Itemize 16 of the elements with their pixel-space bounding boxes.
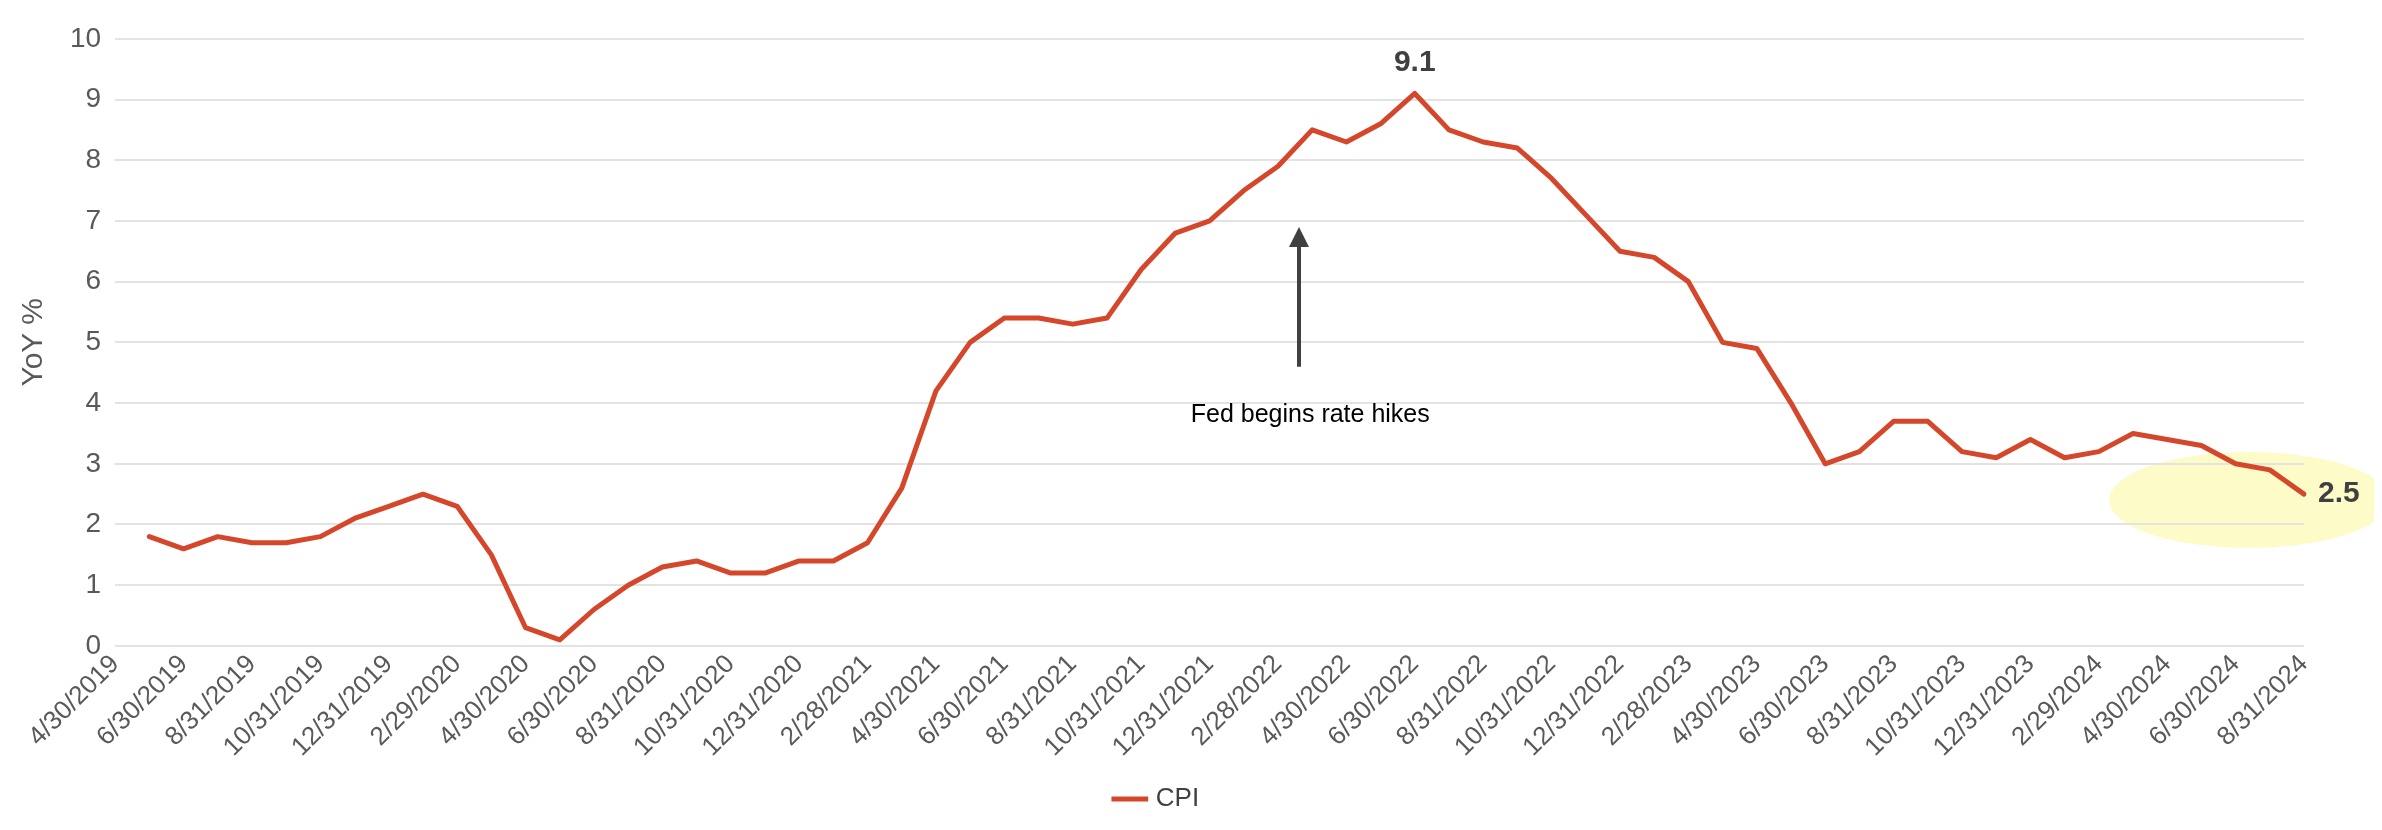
y-tick-label: 10 bbox=[69, 21, 102, 53]
data-label: 9.1 bbox=[1393, 43, 1436, 77]
data-label: 2.5 bbox=[2318, 475, 2360, 509]
y-tick-label: 4 bbox=[85, 385, 102, 417]
y-tick-label: 3 bbox=[85, 446, 102, 478]
y-tick-label: 0 bbox=[85, 628, 102, 660]
annotation: Fed begins rate hikes bbox=[1190, 399, 1430, 428]
y-tick-label: 5 bbox=[85, 325, 102, 357]
y-tick-label: 9 bbox=[85, 82, 102, 114]
y-tick-label: 2 bbox=[85, 507, 102, 539]
legend-label: CPI bbox=[1155, 782, 1200, 813]
y-tick-label: 1 bbox=[85, 567, 102, 599]
y-tick-label: 6 bbox=[85, 264, 102, 296]
y-tick-label: 8 bbox=[85, 142, 102, 174]
y-tick-label: 7 bbox=[85, 203, 102, 235]
y-axis-title: YoY % bbox=[15, 298, 49, 387]
